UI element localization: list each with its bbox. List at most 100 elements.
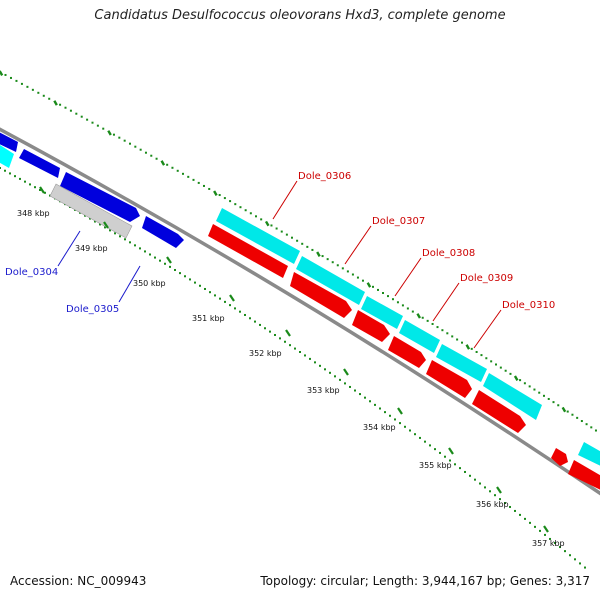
ring-dot — [416, 313, 421, 319]
gene-label-dole-0308: Dole_0308 — [422, 248, 475, 259]
ring-dot — [538, 391, 541, 394]
ring-dot — [354, 389, 356, 392]
ring-dot — [509, 372, 512, 375]
ring-dot — [19, 177, 21, 180]
ring-dot — [9, 172, 11, 175]
ring-dot — [289, 344, 291, 347]
ring-dot — [31, 88, 34, 91]
ring-dot — [490, 360, 493, 363]
ring-dot — [229, 304, 231, 307]
ring-dot — [149, 253, 151, 256]
ring-dot — [102, 127, 105, 130]
gene-bar — [352, 310, 390, 342]
ring-dot — [384, 411, 386, 414]
ring-dot — [208, 187, 211, 190]
tick-label: 349 kbp — [75, 244, 108, 253]
ring-dot — [391, 298, 394, 301]
ring-dot — [104, 226, 106, 229]
ring-dot — [260, 218, 263, 221]
ring-dot — [499, 498, 501, 501]
gene-bar — [19, 149, 60, 178]
ring-dot — [89, 217, 91, 220]
ring-dot — [523, 382, 526, 385]
ring-dot — [377, 288, 379, 291]
ring-dot — [39, 188, 41, 191]
ring-dot — [431, 322, 434, 325]
ring-dot — [174, 268, 176, 271]
ring-dot — [557, 404, 560, 407]
tick-label: 356 kbp — [476, 500, 509, 509]
ring-dot — [459, 467, 461, 470]
ring-dot — [331, 261, 334, 264]
inner-dotted-ring — [0, 167, 586, 569]
ring-dot — [444, 455, 446, 458]
ring-dot — [542, 394, 545, 397]
ring-dot — [504, 502, 506, 505]
ring-dot — [494, 494, 496, 497]
ring-dot — [189, 278, 191, 281]
ring-dot — [446, 332, 449, 335]
ring-dot — [244, 209, 247, 212]
ring-dot — [249, 212, 252, 215]
ring-dot — [218, 194, 221, 197]
ring-dot — [184, 275, 186, 278]
ring-dot — [484, 486, 486, 489]
ring-dot — [29, 183, 31, 186]
ring-dot — [270, 224, 273, 227]
ring-dot — [576, 416, 579, 419]
ring-dot — [209, 291, 211, 294]
ring-dot — [86, 118, 89, 121]
reverse-genes-blue — [0, 132, 184, 248]
ring-dot — [524, 517, 526, 520]
ring-dot — [155, 157, 158, 160]
pseudo-gene-bar — [49, 183, 133, 239]
ring-dot — [436, 326, 439, 329]
ring-dot — [249, 317, 251, 320]
ring-dot — [571, 413, 574, 416]
ring-dot — [539, 529, 541, 532]
ring-dot — [334, 375, 336, 378]
ring-dot — [259, 323, 261, 326]
ring-dot — [549, 537, 551, 540]
ring-dot — [94, 220, 96, 223]
ring-dot — [204, 287, 206, 290]
gene-bar — [0, 145, 14, 168]
ring-dot — [421, 316, 424, 319]
tick-label: 352 kbp — [249, 349, 282, 358]
ring-dot — [339, 378, 341, 381]
ring-dot — [584, 566, 586, 569]
ring-dot — [314, 361, 316, 364]
ring-dot — [118, 136, 121, 139]
gene-bar — [568, 460, 600, 490]
ring-dot — [107, 130, 112, 136]
ring-dot — [124, 238, 126, 241]
ring-dot — [20, 82, 23, 85]
ring-dot — [346, 270, 349, 273]
ring-dot — [480, 354, 483, 357]
ring-dot — [154, 256, 156, 259]
gene-bar — [142, 216, 184, 248]
ring-dot — [590, 426, 593, 429]
gene-bar — [436, 344, 487, 382]
ring-dot — [279, 337, 281, 340]
reverse-genes-red — [208, 224, 600, 490]
ring-dot — [569, 554, 571, 557]
ring-dot — [359, 393, 361, 396]
ring-dot — [134, 244, 136, 247]
ring-dot — [229, 200, 232, 203]
ring-dot — [224, 300, 226, 303]
ring-dot — [321, 255, 324, 258]
ring-dot — [294, 347, 296, 350]
ring-dot — [296, 239, 299, 242]
ring-dot — [449, 459, 451, 462]
ring-dot — [316, 251, 321, 257]
ring-dot — [344, 382, 346, 385]
ring-dot — [529, 521, 531, 524]
ring-dot — [285, 233, 288, 236]
ring-dot — [254, 320, 256, 323]
ring-dot — [26, 85, 29, 88]
ring-dot — [53, 100, 58, 106]
ring-dot — [475, 350, 478, 353]
ring-dot — [464, 470, 466, 473]
ring-dot — [306, 245, 309, 248]
